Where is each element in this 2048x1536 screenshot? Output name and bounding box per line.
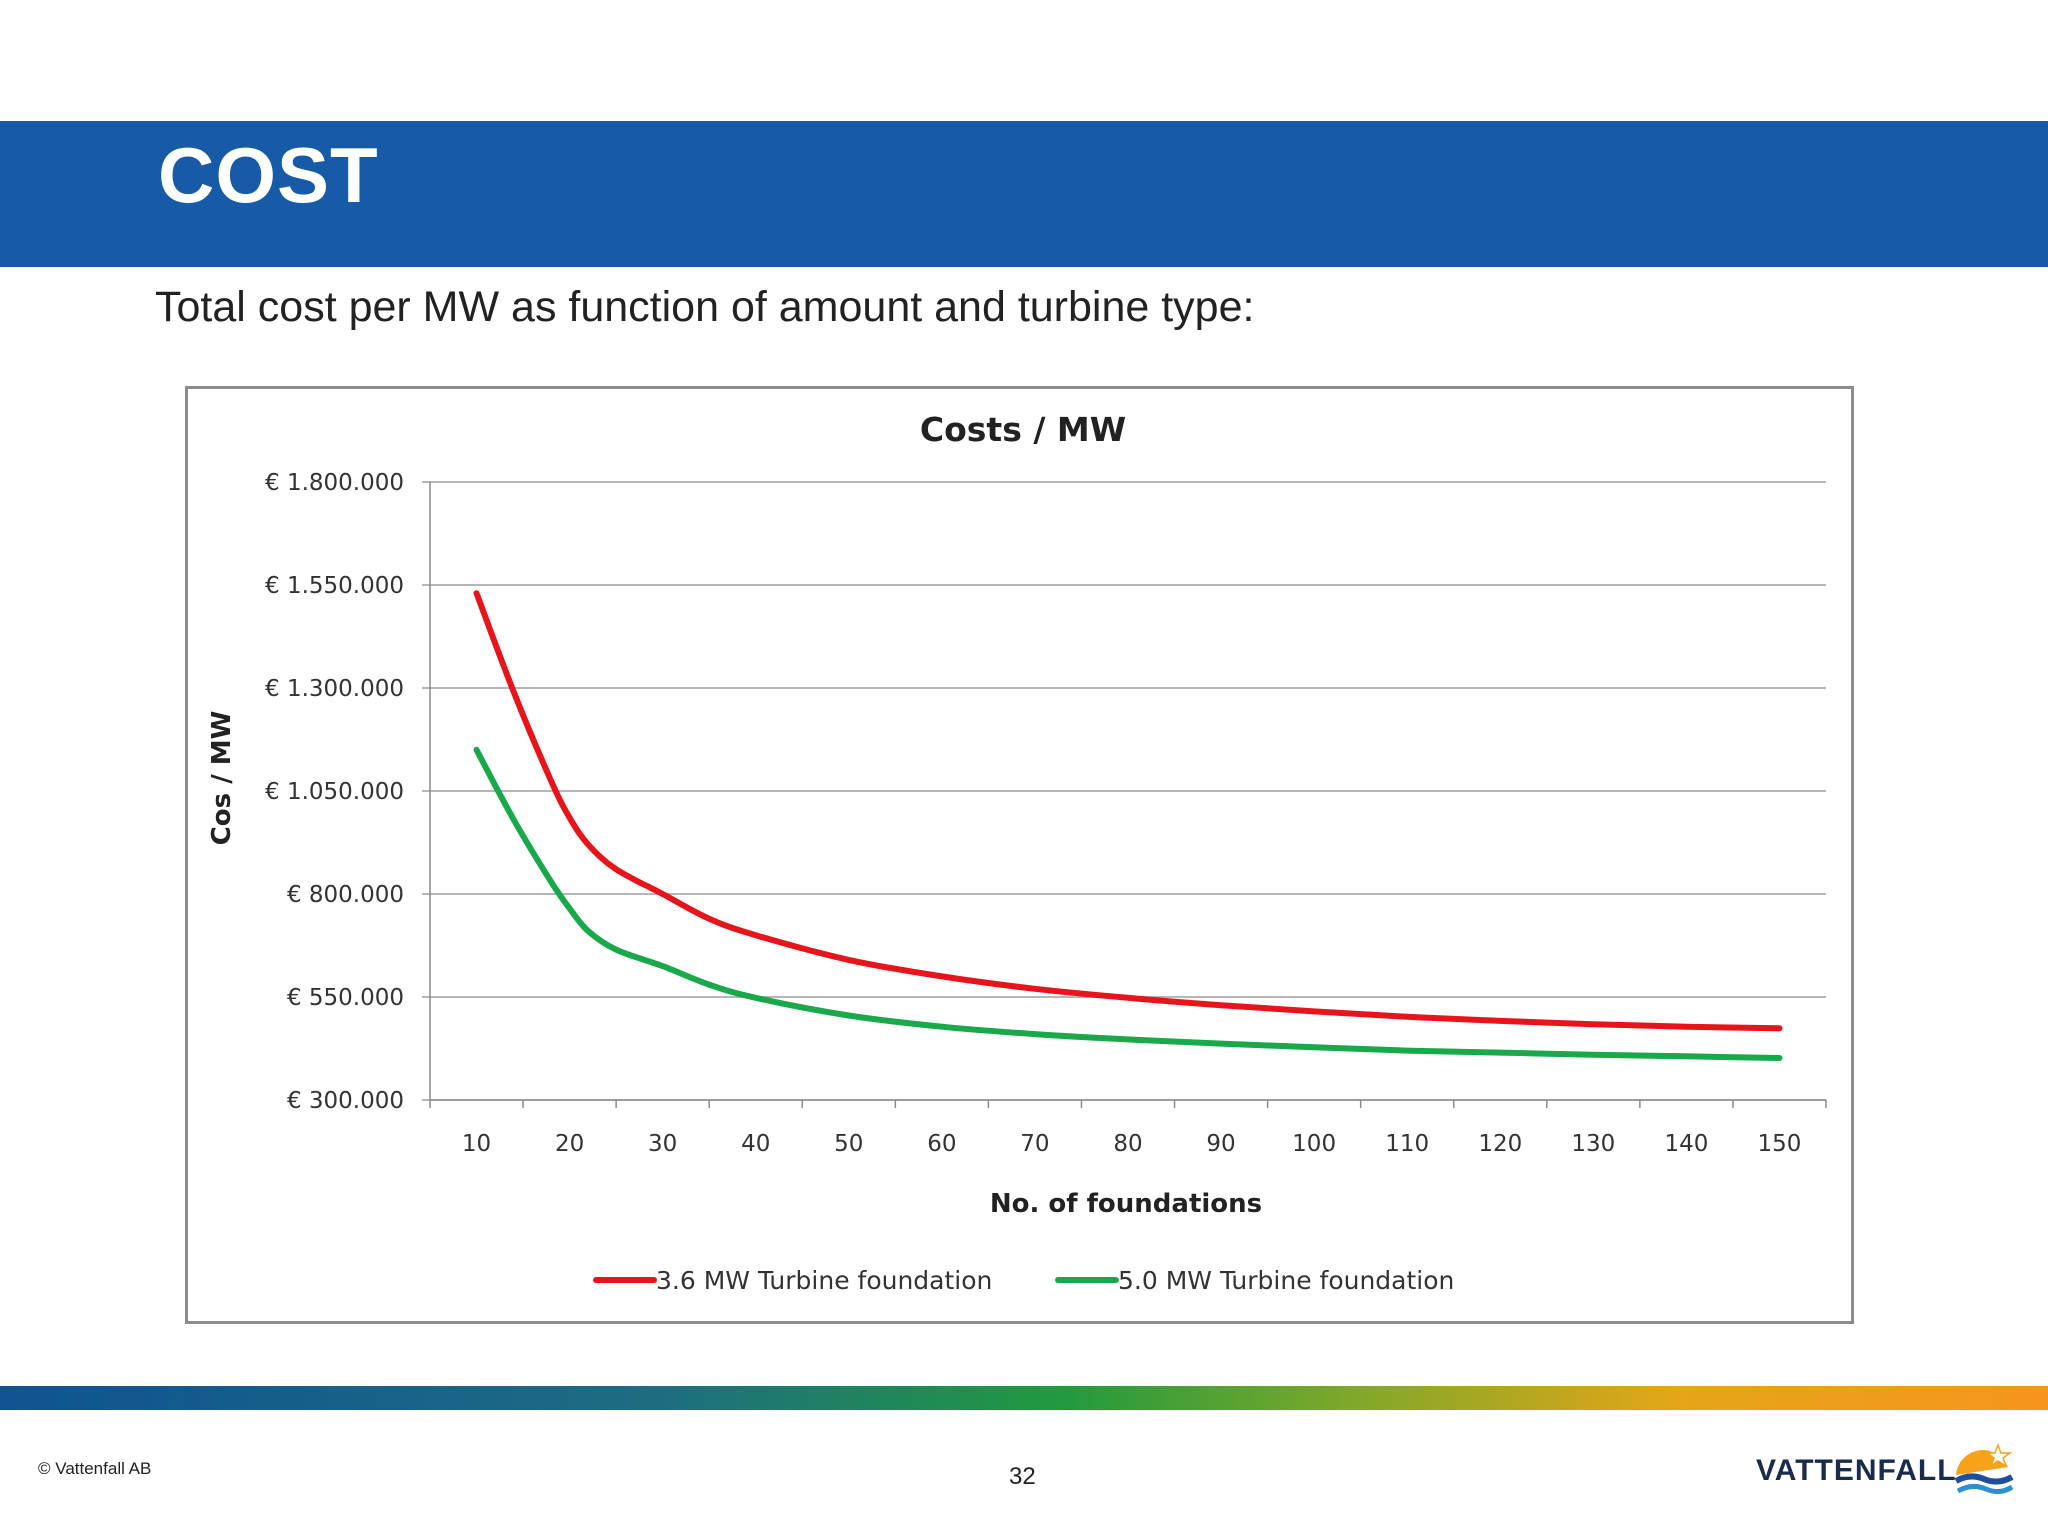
legend: 3.6 MW Turbine foundation 5.0 MW Turbine … [593, 1266, 1454, 1295]
y-tick-labels: € 300.000 € 550.000 € 800.000 € 1.050.000 € … [265, 470, 404, 1114]
x-tick-label: 70 [1020, 1131, 1049, 1157]
y-tick-label: € 300.000 [287, 1088, 404, 1114]
y-tick-label: € 1.300.000 [265, 676, 404, 702]
chart-frame: Costs / MW € 300.000 € 550.000 € 800.000 € … [185, 386, 1854, 1324]
legend-label-0: 3.6 MW Turbine foundation [656, 1266, 992, 1295]
y-tick-label: € 1.800.000 [265, 470, 404, 496]
y-tick-label: € 1.550.000 [265, 573, 404, 599]
x-tick-label: 20 [555, 1131, 584, 1157]
costs-per-mw-chart: Costs / MW € 300.000€ 550.000€ 800.000€ … [207, 410, 1827, 1295]
x-tick-label: 90 [1206, 1131, 1235, 1157]
series-line-0 [473, 590, 1783, 1032]
x-tick-label: 150 [1758, 1131, 1802, 1157]
copyright-text: © Vattenfall AB [38, 1459, 152, 1478]
x-tick-label: 60 [927, 1131, 956, 1157]
x-tick-label: 130 [1571, 1131, 1615, 1157]
x-tick-label: 110 [1385, 1131, 1429, 1157]
x-tick-labels: 10 20 30 40 50 60 70 80 90 100 110 120 130 140 150 [462, 1131, 1802, 1157]
x-tick-label: 100 [1292, 1131, 1336, 1157]
grid-lines [422, 481, 1826, 1101]
x-tick-label: 80 [1113, 1131, 1142, 1157]
legend-label-1: 5.0 MW Turbine foundation [1118, 1266, 1454, 1295]
series-line-1 [473, 746, 1783, 1061]
x-tick-label: 30 [648, 1131, 677, 1157]
y-tick-label: € 550.000 [287, 985, 404, 1011]
x-tick-label: 50 [834, 1131, 863, 1157]
x-tick-label: 10 [462, 1131, 491, 1157]
x-tick-label: 140 [1664, 1131, 1708, 1157]
title-band: COST [0, 121, 2048, 267]
slide-subtitle: Total cost per MW as function of amount … [155, 283, 1255, 331]
axes [429, 482, 1827, 1108]
page-number: 32 [1009, 1463, 1036, 1490]
slide-title: COST [158, 131, 379, 219]
y-tick-label: € 1.050.000 [265, 779, 404, 805]
brand-wordmark: VATTENFALL [1756, 1454, 1957, 1487]
x-tick-label: 40 [741, 1131, 770, 1157]
series-lines [473, 590, 1783, 1061]
vattenfall-logo-icon [1954, 1442, 2014, 1495]
y-axis-title: Cos / MW [207, 711, 237, 846]
footer-gradient-bar [0, 1386, 2048, 1410]
x-tick-label: 120 [1478, 1131, 1522, 1157]
chart-title: Costs / MW [920, 410, 1126, 449]
x-axis-title: No. of foundations [990, 1189, 1262, 1219]
y-tick-label: € 800.000 [287, 882, 404, 908]
